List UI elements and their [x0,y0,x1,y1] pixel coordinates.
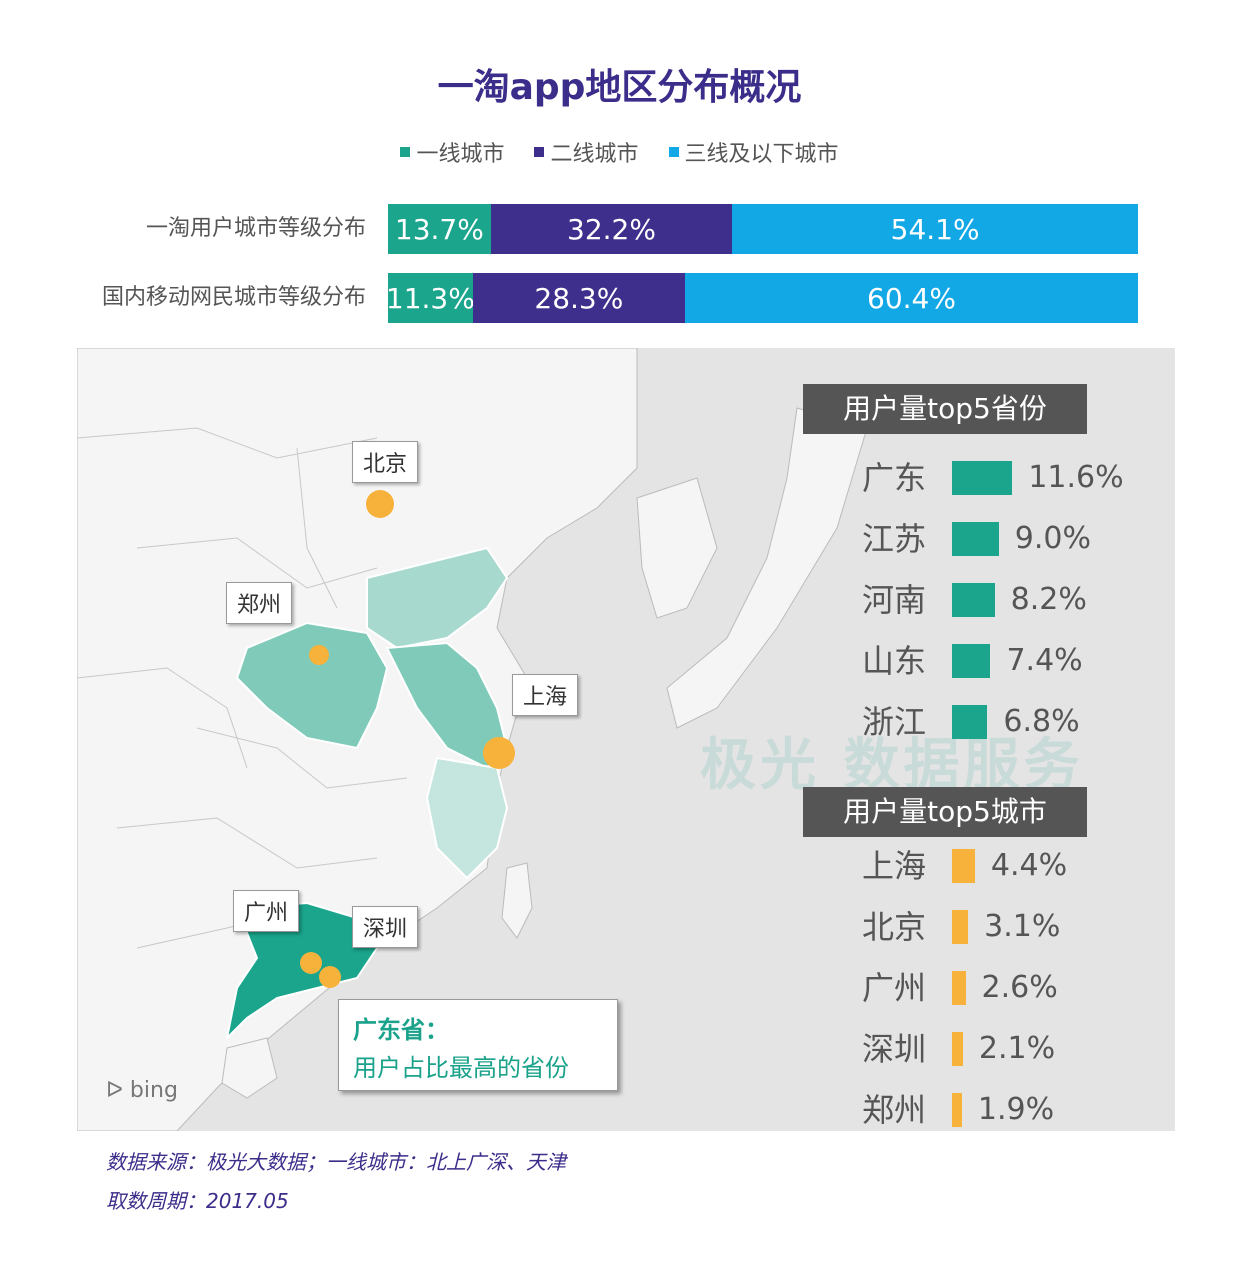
rank-value: 9.0% [1014,521,1092,556]
rank-name: 山东 [862,642,927,680]
rank-value: 11.6% [1028,460,1124,495]
city-label-beijing: 北京 [352,441,419,483]
stacked-bar-segment: 54.1% [732,204,1138,254]
rank-name: 北京 [862,908,927,946]
rank-bar [952,522,999,556]
province-zhejiang [425,756,509,880]
rank-bar [952,705,988,739]
land-taiwan [501,862,533,939]
rank-row: 河南 8.2% [862,577,1162,623]
rank-name: 深圳 [862,1030,927,1068]
rank-bar [952,849,975,883]
city-dot-shanghai [483,737,515,769]
city-dot-zhengzhou [309,645,329,665]
legend-swatch-tier2 [534,147,545,157]
bar-category-label: 国内移动网民城市等级分布 [101,285,366,310]
legend-label-tier2: 二线城市 [550,142,639,167]
land-hainan [221,1037,278,1099]
stacked-bar-value-label: 54.1% [890,212,980,246]
stacked-bar-segment: 60.4% [685,273,1138,323]
rank-row: 北京 3.1% [862,904,1162,950]
top5-cities-title: 用户量top5城市 [803,787,1087,837]
bar-category-label: 一淘用户城市等级分布 [145,216,366,241]
land-korea [636,477,718,619]
city-label-guangzhou: 广州 [233,890,300,932]
stacked-bar-segment: 11.3% [385,273,475,323]
page-title: 一淘app地区分布概况 [437,67,802,108]
legend-item-tier1: 一线城市 [400,136,504,168]
rank-bar [952,1093,962,1127]
rank-value: 2.1% [978,1031,1056,1066]
stacked-bar-value-label: 60.4% [867,281,956,315]
rank-bar [952,1032,963,1066]
stacked-bar-track: 13.7% 32.2% 54.1% [388,204,1138,254]
rank-row: 山东 7.4% [862,638,1162,684]
rank-bar [952,583,995,617]
legend-item-tier2: 二线城市 [534,136,639,168]
rank-row: 广州 2.6% [862,965,1162,1011]
callout-title: 广东省： [353,1016,449,1044]
rank-name: 广州 [862,969,927,1007]
bing-logo: ᐅ bing [106,1078,178,1103]
bing-icon: ᐅ [106,1078,123,1103]
rank-name: 江苏 [862,520,927,558]
legend-item-tier3: 三线及以下城市 [668,136,839,168]
legend-label-tier1: 一线城市 [416,142,505,167]
rank-value: 2.6% [981,970,1058,1005]
rank-row: 广东 11.6% [862,455,1162,501]
city-label-shanghai: 上海 [512,674,579,716]
rank-row: 上海 4.4% [862,843,1162,889]
callout-text: 用户占比最高的省份 [353,1054,569,1082]
rank-name: 浙江 [862,703,927,741]
stacked-bar-segment: 32.2% [490,204,733,254]
province-henan [235,621,389,750]
rank-row: 郑州 1.9% [862,1087,1162,1133]
rank-value: 3.1% [984,909,1061,944]
city-label-shenzhen: 深圳 [352,906,419,948]
stacked-bar-value-label: 13.7% [394,212,484,246]
rank-name: 郑州 [862,1091,927,1129]
rank-row: 江苏 9.0% [862,516,1162,562]
rank-bar [952,461,1013,495]
rank-name: 上海 [862,847,927,885]
legend-swatch-tier1 [400,147,411,157]
province-shandong [366,546,509,650]
top5-provinces-title: 用户量top5省份 [803,384,1087,434]
rank-bar [952,971,966,1005]
stacked-bar-row-1: 一淘用户城市等级分布 13.7% 32.2% 54.1% [0,204,1239,254]
legend: 一线城市 二线城市 三线及以下城市 [0,136,1239,168]
legend-swatch-tier3 [668,147,679,157]
stacked-bar-track: 11.3% 28.3% 60.4% [385,273,1138,323]
rank-bar [952,910,969,944]
province-guangdong [225,901,379,1042]
province-borders [77,427,408,949]
city-label-zhengzhou: 郑州 [226,582,293,624]
city-dot-shenzhen [319,966,341,988]
rank-value: 7.4% [1006,643,1083,678]
rank-row: 浙江 6.8% [862,699,1162,745]
footer-source: 数据来源：极光大数据；一线城市：北上广深、天津 [106,1150,566,1174]
rank-name: 广东 [862,459,927,497]
rank-name: 河南 [862,581,927,619]
rank-value: 6.8% [1003,704,1080,739]
stacked-bar-segment: 28.3% [472,273,685,323]
rank-value: 4.4% [990,848,1068,883]
city-dot-guangzhou [300,952,322,974]
stacked-bar-segment: 13.7% [388,204,491,254]
stacked-bar-value-label: 28.3% [534,281,624,315]
bing-text: bing [129,1078,178,1103]
rank-row: 深圳 2.1% [862,1026,1162,1072]
footer-period: 取数周期：2017.05 [106,1189,289,1213]
land-japan [666,407,868,729]
rank-value: 8.2% [1010,582,1087,617]
stacked-bar-row-2: 国内移动网民城市等级分布 11.3% 28.3% 60.4% [0,273,1239,323]
city-dot-beijing [366,490,394,518]
guangdong-callout: 广东省： 用户占比最高的省份 [338,999,618,1091]
stacked-bar-value-label: 11.3% [385,281,475,315]
stacked-bar-value-label: 32.2% [567,212,656,246]
legend-label-tier3: 三线及以下城市 [684,142,839,167]
rank-bar [952,644,991,678]
rank-value: 1.9% [977,1092,1055,1127]
